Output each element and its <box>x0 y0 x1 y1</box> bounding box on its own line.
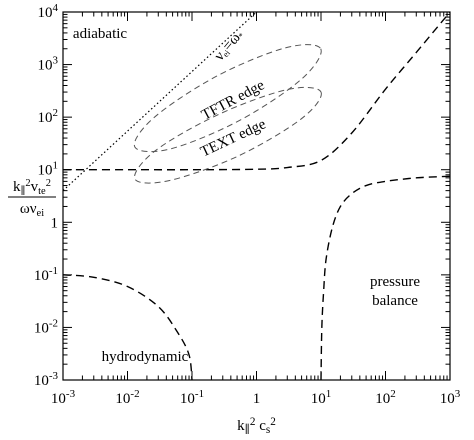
tick-label-base: 10 <box>34 320 49 336</box>
tick-label-exponent: 1 <box>53 160 59 172</box>
plot-frame <box>62 11 451 381</box>
annotation: hydrodynamic <box>102 349 189 365</box>
tick-label: 101 <box>38 160 59 179</box>
x-axis-label-part: k <box>237 418 245 434</box>
tick-label-exponent: 4 <box>53 2 59 14</box>
tick-label-exponent: -3 <box>66 388 76 400</box>
y-axis-label-part: v <box>31 179 39 195</box>
x-axis-label-part: 2 <box>270 416 276 428</box>
tick-label: 102 <box>38 107 59 126</box>
annotation-part: TEXT edge <box>198 116 269 160</box>
tick-label-base: 10 <box>34 268 49 284</box>
annotation-part: pressure <box>370 274 420 290</box>
y-axis-label-part: te <box>38 186 46 197</box>
tick-label-base: 10 <box>311 391 326 407</box>
annotation-part: adiabatic <box>73 26 127 42</box>
annotation-part: TFTR edge <box>199 77 268 124</box>
annotation: TFTR edge <box>199 77 268 124</box>
annotation: pressure <box>370 274 420 290</box>
tick-label: 10-1 <box>34 265 58 284</box>
y-axis-label: ωνei <box>20 201 44 219</box>
y-axis-label-part: 2 <box>25 178 30 189</box>
x-axis-label-part: ∥ <box>245 423 250 436</box>
tick-label-exponent: -2 <box>130 388 139 400</box>
x-axis-label-part: s <box>266 424 270 436</box>
x-axis-label: k∥2 cs2 <box>237 416 276 436</box>
curve <box>63 274 193 380</box>
tick-label: 10-2 <box>34 317 58 336</box>
tick-label: 101 <box>311 388 332 407</box>
y-axis-label-part: ∥ <box>21 185 26 197</box>
tick-label: 102 <box>375 388 396 407</box>
tick-label: 10-2 <box>115 388 139 407</box>
tick-label: 104 <box>38 2 59 21</box>
x-axis-label-part: 2 <box>250 416 256 428</box>
tick-label-exponent: -2 <box>49 317 58 329</box>
annotation: TEXT edge <box>198 116 269 160</box>
tick-label: 10-3 <box>34 370 59 389</box>
tick-label: 103 <box>38 55 59 74</box>
tick-label-exponent: 2 <box>390 388 396 400</box>
tick-label-exponent: 1 <box>326 388 332 400</box>
tick-label-base: 10 <box>115 391 130 407</box>
annotation: adiabatic <box>73 26 127 42</box>
curve <box>63 12 450 171</box>
y-axis-label: k∥2vte2 <box>13 178 51 197</box>
y-axis-label-part: k <box>13 179 21 195</box>
tick-label-exponent: 3 <box>53 55 59 67</box>
curve <box>320 175 450 380</box>
tick-label-base: 10 <box>375 391 390 407</box>
annotation-part: * <box>237 31 247 40</box>
tick-label-base: 10 <box>34 373 49 389</box>
annotation-part: balance <box>372 293 418 309</box>
tick-label: 1 <box>51 215 59 231</box>
y-axis-label-part: ei <box>37 208 45 219</box>
y-axis-label-part: ων <box>20 201 37 217</box>
tick-label-exponent: -1 <box>49 265 58 277</box>
tick-label-base: 10 <box>38 163 53 179</box>
tick-label-base: 10 <box>38 5 53 21</box>
tick-label-exponent: -3 <box>49 370 59 382</box>
tick-label-base: 10 <box>440 391 455 407</box>
tick-label: 1 <box>253 391 261 407</box>
x-axis-label-part: c <box>255 418 266 434</box>
tick-label-base: 10 <box>51 391 66 407</box>
annotation: νei=ω* <box>211 27 246 65</box>
tick-label: 103 <box>440 388 461 407</box>
tick-label-base: 10 <box>38 110 53 126</box>
tick-label-exponent: 2 <box>53 107 59 119</box>
annotation-part: ei <box>221 48 232 59</box>
tick-label-base: 10 <box>38 58 53 74</box>
tick-label-exponent: -1 <box>195 388 204 400</box>
annotation: balance <box>372 293 418 309</box>
y-axis-label-part: 2 <box>46 178 51 189</box>
tick-label: 10-1 <box>180 388 204 407</box>
tick-label-exponent: 3 <box>455 388 461 400</box>
annotation-part: hydrodynamic <box>102 349 189 365</box>
tick-label: 10-3 <box>51 388 76 407</box>
tick-label-base: 10 <box>180 391 195 407</box>
curve <box>133 44 322 153</box>
